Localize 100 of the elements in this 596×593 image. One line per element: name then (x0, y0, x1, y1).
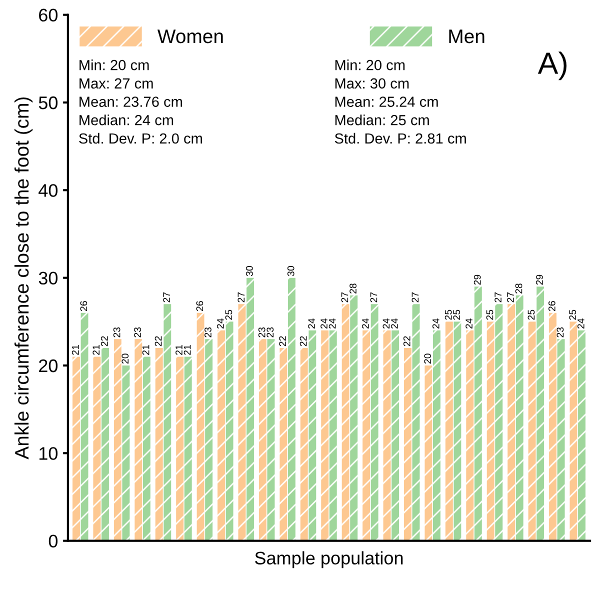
annotation: Min: 20 cm Max: 27 cm Mean: 23.76 cm Median: 24 cm Std. Dev. P: 2.0 cm (79, 60, 202, 144)
data-label: 30 (287, 266, 294, 276)
bar (280, 348, 288, 541)
data-label: 24 (466, 318, 472, 329)
bar (114, 339, 122, 541)
data-label: 26 (80, 301, 88, 312)
data-label: 29 (474, 274, 481, 285)
data-label: 24 (328, 318, 336, 329)
data-label: 24 (320, 318, 328, 329)
data-label: 23 (134, 327, 141, 338)
y-tick-label: 30 (38, 272, 58, 285)
data-label: 27 (341, 292, 348, 302)
bar (424, 365, 432, 541)
bar (432, 330, 440, 541)
bar (454, 322, 462, 541)
data-label: 22 (279, 336, 286, 346)
bar (329, 330, 337, 541)
y-tick-label: 0 (48, 534, 58, 548)
data-label: 25 (528, 310, 535, 320)
bar (246, 278, 254, 541)
bar (404, 348, 412, 541)
data-label: 21 (184, 344, 191, 355)
bar (557, 339, 565, 541)
bar (486, 322, 494, 541)
data-label: 23 (113, 327, 120, 338)
y-tick-label: 10 (40, 447, 58, 460)
bar (205, 339, 213, 541)
data-label: 21 (142, 344, 150, 355)
y-tick-label: 40 (38, 184, 58, 197)
bar (258, 339, 266, 541)
data-label: 21 (92, 344, 100, 355)
data-label: 28 (515, 284, 522, 294)
bar (93, 356, 101, 541)
bar (392, 330, 400, 541)
data-label: 25 (486, 310, 494, 320)
bar (218, 330, 225, 541)
data-label: 30 (246, 266, 253, 276)
bar (321, 330, 329, 541)
bar (474, 286, 482, 541)
bar (155, 348, 163, 541)
data-label: 24 (308, 318, 315, 329)
bar (350, 295, 358, 541)
bar (536, 286, 544, 541)
bar (383, 330, 391, 541)
bar (122, 365, 130, 541)
data-label: 27 (494, 292, 502, 302)
data-label: 26 (196, 301, 204, 312)
data-label: 24 (391, 318, 398, 329)
annotation: A) (538, 52, 566, 80)
bar (288, 278, 296, 541)
data-label: 21 (176, 344, 182, 355)
bar (370, 304, 378, 541)
data-label: 24 (382, 318, 390, 329)
bar (184, 356, 192, 541)
bar (308, 330, 316, 541)
bar (466, 330, 474, 541)
data-label: 28 (350, 284, 356, 294)
data-label: 27 (238, 292, 244, 302)
bar (362, 330, 370, 541)
legend-label: Men (449, 30, 484, 44)
bar (80, 312, 88, 541)
bar (164, 304, 172, 541)
data-label: 24 (216, 318, 224, 329)
data-label: 22 (154, 336, 162, 346)
bar (549, 312, 556, 541)
data-label: 27 (507, 292, 514, 302)
bar (412, 304, 420, 541)
data-label: 25 (569, 310, 576, 320)
data-label: 23 (556, 327, 564, 338)
bar (134, 339, 142, 541)
data-label: 24 (362, 318, 369, 329)
data-label: 24 (577, 318, 584, 329)
bar (570, 322, 578, 541)
bar (516, 295, 524, 541)
data-label: 23 (258, 327, 266, 338)
data-label: 23 (204, 327, 212, 338)
data-label: 21 (72, 344, 79, 355)
bar (238, 304, 246, 541)
data-label: 26 (548, 301, 556, 312)
bar (196, 312, 204, 541)
data-label: 27 (370, 292, 378, 302)
y-tick-label: 20 (39, 359, 58, 372)
bar (578, 330, 586, 541)
data-label: 25 (444, 310, 452, 320)
data-label: 20 (122, 354, 129, 364)
bar (102, 348, 109, 541)
y-axis-title: Ankle circumference close to the foot (cm) (14, 97, 33, 460)
annotation: Min: 20 cm Max: 30 cm Mean: 25.24 cm Median: 25 cm Std. Dev. P: 2.81 cm (334, 60, 466, 144)
bar (342, 304, 350, 541)
bar (508, 304, 516, 541)
bar (72, 356, 80, 541)
data-label: 22 (403, 336, 410, 346)
y-tick-label: 50 (38, 96, 58, 110)
bar (528, 322, 536, 541)
data-label: 20 (424, 354, 432, 364)
data-label: 27 (163, 292, 170, 302)
y-tick-label: 60 (39, 8, 58, 22)
data-label: 24 (432, 318, 440, 329)
data-label: 27 (412, 292, 419, 302)
bar (445, 322, 453, 541)
